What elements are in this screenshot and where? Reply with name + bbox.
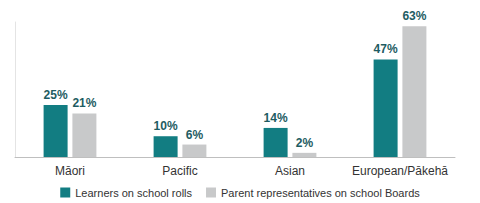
- svg-text:10%: 10%: [154, 119, 178, 133]
- svg-text:14%: 14%: [264, 111, 288, 125]
- svg-text:Asian: Asian: [275, 164, 305, 178]
- svg-text:Māori: Māori: [55, 164, 85, 178]
- svg-text:European/Pākehā: European/Pākehā: [352, 164, 448, 178]
- svg-text:21%: 21%: [72, 96, 96, 110]
- svg-text:25%: 25%: [44, 88, 68, 102]
- svg-text:6%: 6%: [186, 128, 204, 142]
- svg-text:2%: 2%: [296, 136, 314, 150]
- svg-text:Learners on school rolls: Learners on school rolls: [75, 187, 192, 199]
- svg-text:47%: 47%: [374, 42, 398, 56]
- svg-text:Parent representatives on scho: Parent representatives on school Boards: [221, 187, 420, 199]
- svg-text:Pacific: Pacific: [162, 164, 197, 178]
- svg-text:63%: 63%: [402, 9, 426, 23]
